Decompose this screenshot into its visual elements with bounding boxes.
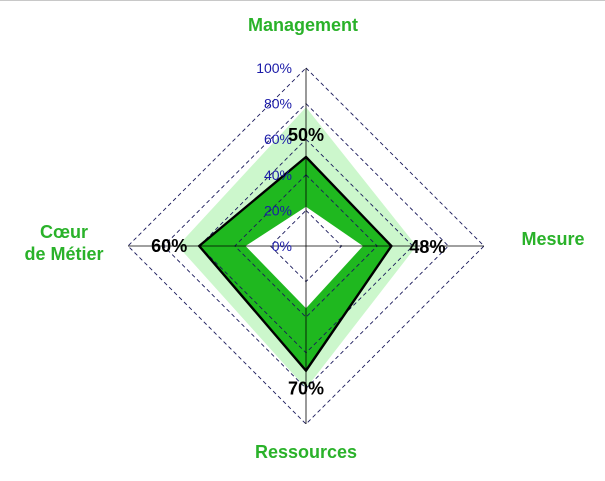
value-label: 50%: [288, 125, 324, 145]
value-label: 48%: [409, 237, 445, 257]
tick-label: 20%: [264, 202, 292, 218]
series-outline: [197, 155, 393, 373]
axis-label-line: Cœur: [40, 222, 88, 242]
tick-label: 40%: [264, 167, 292, 183]
tick-label: 0%: [272, 238, 292, 254]
axis-label-line: Management: [248, 15, 358, 35]
tick-label: 80%: [264, 96, 292, 112]
axis-label: Management: [248, 15, 358, 35]
inner-band: [245, 206, 363, 309]
tick-label: 60%: [264, 131, 292, 147]
axis-label: Ressources: [255, 442, 357, 462]
axis-label-line: Mesure: [521, 229, 584, 249]
value-label: 60%: [151, 236, 187, 256]
tick-label: 100%: [256, 60, 292, 76]
axis-label: Cœur de Métier: [24, 222, 103, 264]
value-label: 70%: [288, 379, 324, 399]
axis-label: Mesure: [521, 229, 584, 249]
axis-label-line: de Métier: [24, 244, 103, 264]
axis-label-line: Ressources: [255, 442, 357, 462]
